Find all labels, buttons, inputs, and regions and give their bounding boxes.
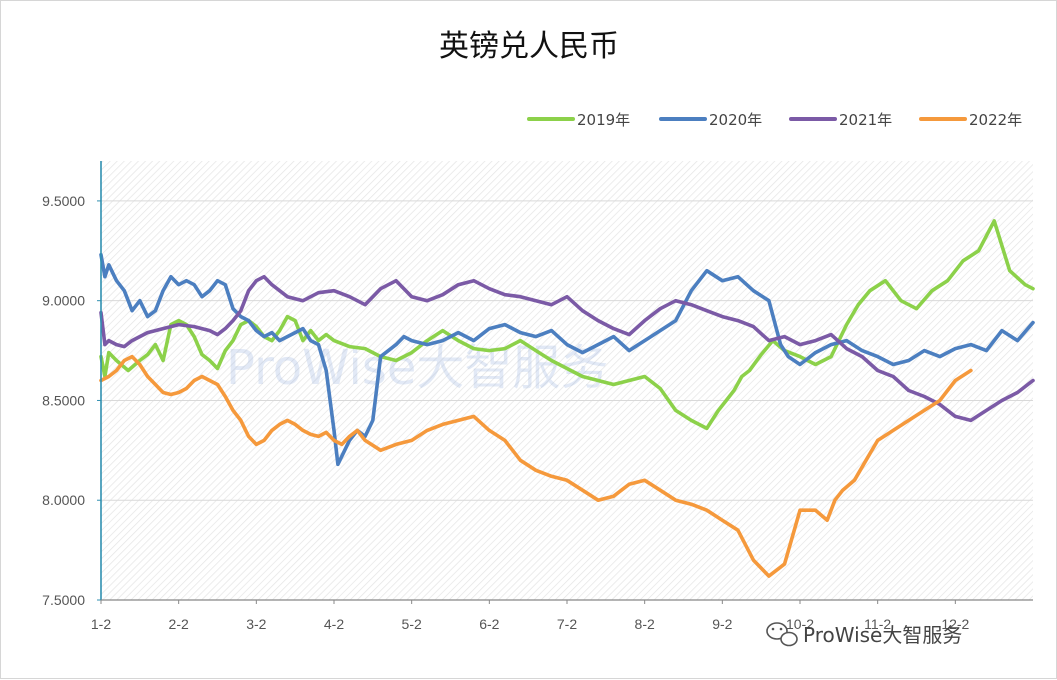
wechat-icon <box>766 622 798 647</box>
y-tick-label-4: 9.5000 <box>42 193 85 209</box>
series-line-2020 <box>99 253 1035 467</box>
series-layer <box>99 219 1035 578</box>
legend-label-2020: 2020年 <box>709 111 762 129</box>
chart-title: 英镑兑人民币 <box>439 29 619 64</box>
x-tick-label-7: 8-2 <box>635 616 655 632</box>
y-tick-label-3: 9.0000 <box>42 293 85 309</box>
x-tick-label-0: 1-2 <box>91 616 111 632</box>
corner-watermark: ProWise大智服务 <box>803 623 962 647</box>
series-line-2021 <box>99 274 1035 423</box>
legend-label-2022: 2022年 <box>969 111 1022 129</box>
x-tick-label-6: 7-2 <box>557 616 577 632</box>
x-tick-labels: 1-2 2-2 3-2 4-2 5-2 6-2 7-2 8-2 9-2 10-2 11-2 12-2 <box>91 616 970 632</box>
x-tick-label-5: 6-2 <box>479 616 499 632</box>
plot-area <box>101 161 1033 600</box>
x-tick-label-3: 4-2 <box>324 616 344 632</box>
series-line-2019 <box>99 219 1035 431</box>
x-tick-label-4: 5-2 <box>402 616 422 632</box>
x-tick-label-2: 3-2 <box>246 616 266 632</box>
gridlines <box>101 200 1033 501</box>
series-line-2022 <box>99 354 973 578</box>
x-tick-label-8: 9-2 <box>712 616 732 632</box>
x-tick-label-1: 2-2 <box>169 616 189 632</box>
x-tick-label-11: 12-2 <box>941 616 969 632</box>
legend: 2019年 2020年 2021年 2022年 <box>527 111 1022 129</box>
x-tick-label-10: 11-2 <box>864 616 891 632</box>
y-tick-labels: 7.5000 8.0000 8.5000 9.0000 9.5000 <box>42 193 85 608</box>
legend-label-2021: 2021年 <box>839 111 892 129</box>
legend-label-2019: 2019年 <box>577 111 630 129</box>
axes <box>97 161 1033 604</box>
x-tick-label-9: 10-2 <box>786 616 814 632</box>
y-tick-label-1: 8.0000 <box>42 492 85 508</box>
y-tick-label-0: 7.5000 <box>42 592 85 608</box>
y-tick-label-2: 8.5000 <box>42 392 85 408</box>
